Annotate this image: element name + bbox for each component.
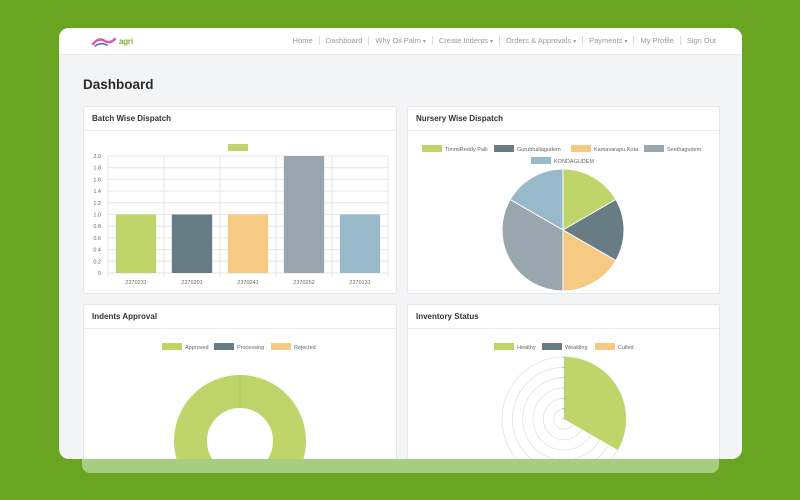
x-tick-label: 2270231	[125, 280, 146, 286]
batch-dispatch-card: Batch Wise Dispatch 0 0.2 0.4 0.6 0.8 1.0 1.2 1…	[83, 106, 397, 294]
page-title: Dashboard	[83, 77, 154, 92]
legend-swatch	[571, 145, 591, 152]
y-tick-label: 0.6	[93, 236, 101, 242]
logo-mark-icon	[91, 35, 117, 47]
x-tick-label: 2370252	[293, 280, 314, 286]
nav-dashboard[interactable]: Dashboard	[325, 36, 363, 45]
nav-sign-out[interactable]: Sign Out	[686, 36, 716, 45]
pie-slice-kondagudem	[509, 168, 564, 231]
indents-doughnut-chart: Approved Processing Rejected	[162, 343, 316, 459]
legend-label: Culled	[618, 345, 634, 351]
legend-label: KONDAGUDEM	[554, 159, 594, 165]
legend-swatch	[531, 157, 551, 164]
main-nav: Home Dashboard Why Oil Palm ▾ Create Inde…	[293, 36, 716, 45]
y-tick-label: 2.0	[93, 154, 101, 160]
bar-2370252	[283, 156, 325, 273]
batch-bar-chart: 0 0.2 0.4 0.6 0.8 1.0 1.2 1.4 1.6 1.8 2.0 2270231 22…	[93, 144, 389, 286]
polar-slice-healthy	[564, 357, 626, 450]
chevron-down-icon: ▾	[624, 39, 628, 45]
legend-label: Kamavarapu Kota	[594, 147, 639, 153]
brand-logo[interactable]: agri	[91, 34, 133, 48]
nav-why-oil-palm[interactable]: Why Oil Palm ▾	[375, 36, 425, 45]
x-tick-label: 2370241	[237, 280, 258, 286]
nav-divider	[633, 36, 635, 45]
inventory-status-title: Inventory Status	[408, 305, 719, 329]
chevron-down-icon: ▾	[573, 39, 577, 45]
y-tick-label: 0.4	[93, 248, 101, 254]
chevron-down-icon: ▾	[422, 39, 426, 45]
nursery-dispatch-card: Nursery Wise Dispatch TimmiReddy Palli Gu…	[407, 106, 720, 294]
pie-slice-kamavarapu-kota	[562, 229, 617, 292]
y-tick-label: 1.0	[93, 213, 101, 219]
legend-swatch	[214, 343, 234, 350]
nav-create-indents[interactable]: Create Indents ▾	[439, 36, 493, 45]
nav-divider	[368, 36, 370, 45]
nav-orders-approvals-label: Orders & Approvals	[506, 36, 572, 45]
legend-swatch	[271, 343, 291, 350]
nav-divider	[499, 36, 501, 45]
y-tick-label: 0.2	[93, 259, 101, 265]
y-tick-label: 0	[98, 271, 101, 277]
legend-swatch	[644, 145, 664, 152]
legend-label: Seethagudem	[667, 147, 702, 153]
x-tick-label: 2270131	[349, 280, 370, 286]
app-window: agri Home Dashboard Why Oil Palm ▾ Create…	[59, 28, 742, 459]
legend-label: Healthy	[517, 345, 536, 351]
nav-divider	[431, 36, 433, 45]
pie-slice-timmireddy-palli	[562, 168, 617, 231]
indents-approval-card: Indents Approval Approved Processing Rejec…	[83, 304, 397, 459]
bar-2370241	[227, 214, 269, 273]
bar-2270201	[171, 214, 213, 273]
legend-label: Gurubhallagudem	[517, 147, 561, 153]
y-tick-label: 1.8	[93, 166, 101, 172]
bar-2270131	[339, 214, 381, 273]
nav-divider	[582, 36, 584, 45]
bar-2270231	[115, 214, 157, 273]
legend-label: Weakling	[565, 345, 588, 351]
legend-label: Processing	[237, 345, 264, 351]
top-navbar: agri Home Dashboard Why Oil Palm ▾ Create…	[59, 28, 742, 55]
legend-swatch	[494, 145, 514, 152]
nav-my-profile[interactable]: My Profile	[640, 36, 674, 45]
legend-swatch	[494, 343, 514, 350]
nav-divider	[679, 36, 681, 45]
legend-swatch	[542, 343, 562, 350]
indents-approval-title: Indents Approval	[84, 305, 396, 329]
nav-home[interactable]: Home	[292, 36, 313, 45]
y-tick-label: 0.8	[93, 224, 101, 230]
y-tick-label: 1.2	[93, 201, 101, 207]
legend-swatch	[422, 145, 442, 152]
legend-swatch	[228, 144, 248, 151]
nursery-dispatch-title: Nursery Wise Dispatch	[408, 107, 719, 131]
logo-text: agri	[119, 36, 133, 46]
inventory-polar-chart: Healthy Weakling Culled	[494, 343, 634, 459]
nursery-pie-chart: TimmiReddy Palli Gurubhallagudem Kamavarap…	[422, 145, 702, 292]
inventory-status-card: Inventory Status Healthy Weakling Culled	[407, 304, 720, 459]
legend-label: Approved	[185, 345, 209, 351]
pie-slice-seethagudem	[501, 198, 564, 292]
nav-create-indents-label: Create Indents	[438, 36, 489, 45]
nav-why-oil-palm-label: Why Oil Palm	[375, 36, 421, 45]
nav-orders-approvals[interactable]: Orders & Approvals ▾	[506, 36, 576, 45]
legend-label: Rejected	[294, 345, 316, 351]
nav-divider	[318, 36, 320, 45]
y-tick-label: 1.4	[93, 189, 101, 195]
y-tick-label: 1.6	[93, 177, 101, 183]
batch-dispatch-title: Batch Wise Dispatch	[84, 107, 396, 131]
legend-label: TimmiReddy Palli	[445, 147, 488, 153]
x-tick-label: 2270201	[181, 280, 202, 286]
nav-payments[interactable]: Payments ▾	[589, 36, 627, 45]
nav-payments-label: Payments	[589, 36, 623, 45]
legend-swatch	[162, 343, 182, 350]
chevron-down-icon: ▾	[490, 39, 494, 45]
pie-slice-gurubhallagudem	[561, 198, 625, 262]
legend-swatch	[595, 343, 615, 350]
